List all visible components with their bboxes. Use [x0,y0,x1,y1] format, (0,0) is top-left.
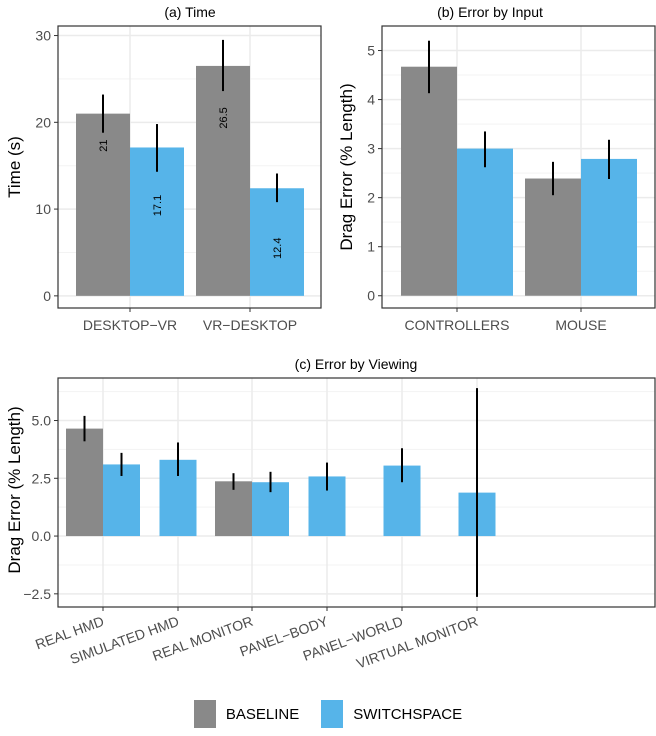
legend-label-switchspace: SWITCHSPACE [353,705,463,723]
panel-a: 0 10 20 30 21 26.5 17.1 12.4 DESKTOP−VR VR−DESKTO… [5,4,322,333]
bar-switchspace [457,148,513,296]
y-tick-label: 2 [367,190,375,206]
y-tick-label: 1 [367,239,375,255]
y-tick-label: −2.5 [23,586,51,602]
plot-background [58,378,655,607]
legend-item-switchspace: SWITCHSPACE [321,700,462,728]
panel-b: 0 1 2 3 4 5 CONTROLLERS MOUSE (b) Error by Input… [337,4,656,333]
bar-baseline [215,481,252,537]
y-tick-label: 5 [367,43,375,59]
panel-title: (c) Error by Viewing [295,356,418,372]
bar-value-label: 12.4 [272,238,284,259]
bar-switchspace [103,464,140,537]
y-tick-label: 0 [367,288,375,304]
y-axis-title: Time (s) [5,136,24,198]
bar-baseline [66,428,103,537]
bar-baseline [525,178,581,296]
x-tick-label: DESKTOP−VR [83,317,177,333]
x-tick-label: CONTROLLERS [404,317,509,333]
bar-baseline [401,66,457,296]
y-tick-label: 10 [35,201,51,217]
y-axis-title: Drag Error (% Length) [337,83,356,250]
y-tick-label: 0.0 [32,528,52,544]
plot-border [57,377,656,608]
y-tick-label: 0 [43,288,51,304]
panel-title: (b) Error by Input [437,4,543,20]
x-tick-label: VR−DESKTOP [203,317,297,333]
y-tick-label: 2.5 [32,470,52,486]
legend-item-baseline: BASELINE [193,700,300,728]
x-tick-label: MOUSE [555,317,606,333]
bar-switchspace [130,147,184,296]
legend-swatch-switchspace [321,700,344,728]
y-tick-label: 3 [367,141,375,157]
bar-switchspace [250,188,304,296]
plot-border [381,25,656,309]
panel-title: (a) Time [164,4,216,20]
y-tick-label: 5.0 [32,413,52,429]
plot-border [57,25,322,309]
bar-value-label: 17.1 [152,195,164,216]
bar-value-label: 26.5 [218,107,230,128]
legend-swatch-baseline [193,700,216,728]
bar-value-label: 21 [98,140,110,152]
legend-label-baseline: BASELINE [225,705,300,723]
bar-switchspace [581,158,637,296]
y-tick-label: 4 [367,92,375,108]
y-tick-label: 30 [35,28,51,44]
y-tick-label: 20 [35,114,51,130]
legend: BASELINE SWITCHSPACE [0,700,656,728]
y-axis-title: Drag Error (% Length) [5,406,24,573]
bar-baseline [76,113,130,296]
bar-baseline [196,65,250,296]
